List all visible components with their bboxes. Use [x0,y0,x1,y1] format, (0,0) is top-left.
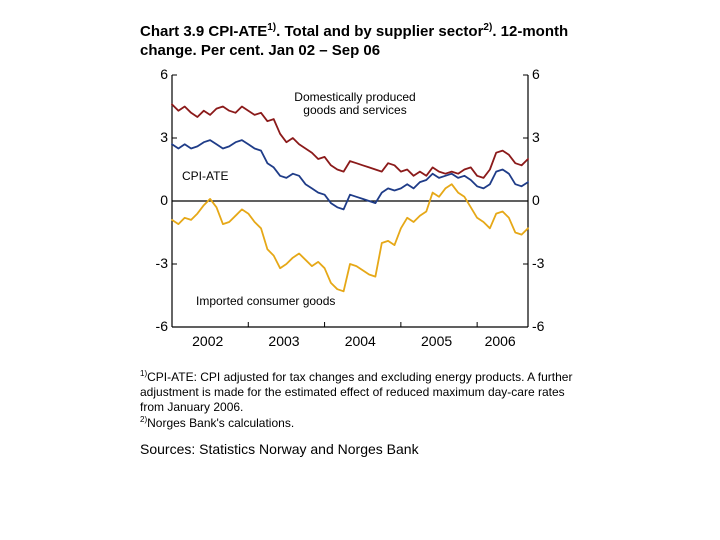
label-cpi-ate: CPI-ATE [182,170,228,183]
y-tick-left: 3 [160,129,168,145]
y-tick-right: -3 [532,255,544,271]
cpi-ate-line-chart: -6 -3 0 3 6 -6 -3 0 3 6 2002 2003 2004 2005 2006 Dom… [140,67,560,357]
x-tick-year: 2002 [192,333,223,349]
label-imported: Imported consumer goods [196,295,335,308]
y-tick-right: -6 [532,318,544,334]
y-tick-right: 6 [532,66,540,82]
x-tick-year: 2003 [268,333,299,349]
x-tick-year: 2004 [345,333,376,349]
footnotes: 1)CPI-ATE: CPI adjusted for tax changes … [140,369,580,431]
label-domestic: Domestically produced goods and services [280,91,430,117]
y-tick-left: -3 [156,255,168,271]
y-tick-left: 0 [160,192,168,208]
y-tick-right: 3 [532,129,540,145]
chart-title: Chart 3.9 CPI-ATE1). Total and by suppli… [140,22,620,61]
y-tick-left: 6 [160,66,168,82]
y-tick-right: 0 [532,192,540,208]
sources: Sources: Statistics Norway and Norges Ba… [140,441,620,457]
x-tick-year: 2005 [421,333,452,349]
y-tick-left: -6 [156,318,168,334]
x-tick-year: 2006 [485,333,516,349]
